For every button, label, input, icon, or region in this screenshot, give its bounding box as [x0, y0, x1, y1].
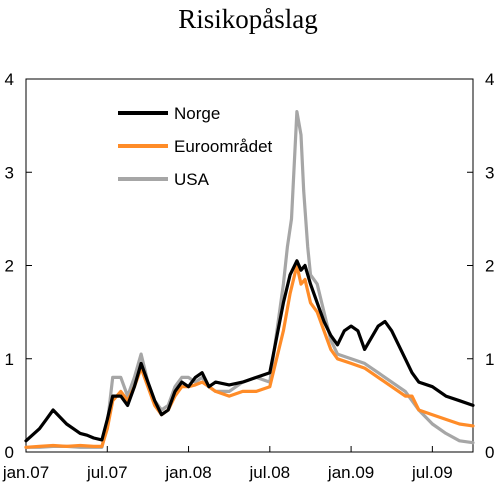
y-tick-label-right: 4: [485, 70, 494, 89]
x-tick-label: jan.09: [327, 463, 374, 482]
y-tick-label-left: 1: [5, 350, 14, 369]
y-tick-label-right: 0: [485, 443, 494, 462]
y-tick-label-left: 0: [5, 443, 14, 462]
series-line-0: [24, 259, 475, 443]
y-tick-label-left: 4: [5, 70, 14, 89]
y-tick-label-right: 1: [485, 350, 494, 369]
y-axis-left: 0 1 2 3 4: [5, 70, 32, 462]
chart-title: Risikopåslag: [178, 4, 318, 34]
legend-label: Norge: [174, 104, 220, 123]
y-axis-right: 0 1 2 3 4: [467, 70, 494, 462]
x-tick-label: jul.09: [411, 463, 453, 482]
y-tick-label-right: 2: [485, 257, 494, 276]
x-tick-label: jul.07: [86, 463, 128, 482]
y-tick-label-right: 3: [485, 163, 494, 182]
legend-label: Euroområdet: [174, 137, 273, 156]
series-line-1: [24, 263, 475, 449]
y-tick-label-left: 3: [5, 163, 14, 182]
legend-label: USA: [174, 170, 210, 189]
series-line-2: [24, 109, 475, 449]
legend: Norge Euroområdet USA: [118, 104, 273, 189]
series-lines: [24, 109, 475, 449]
x-tick-label: jul.08: [248, 463, 290, 482]
x-tick-label: jan.07: [2, 463, 49, 482]
x-axis: jan.07 jul.07 jan.08 jul.08 jan.09 jul.09: [2, 446, 453, 482]
x-tick-label: jan.08: [164, 463, 211, 482]
y-tick-label-left: 2: [5, 257, 14, 276]
